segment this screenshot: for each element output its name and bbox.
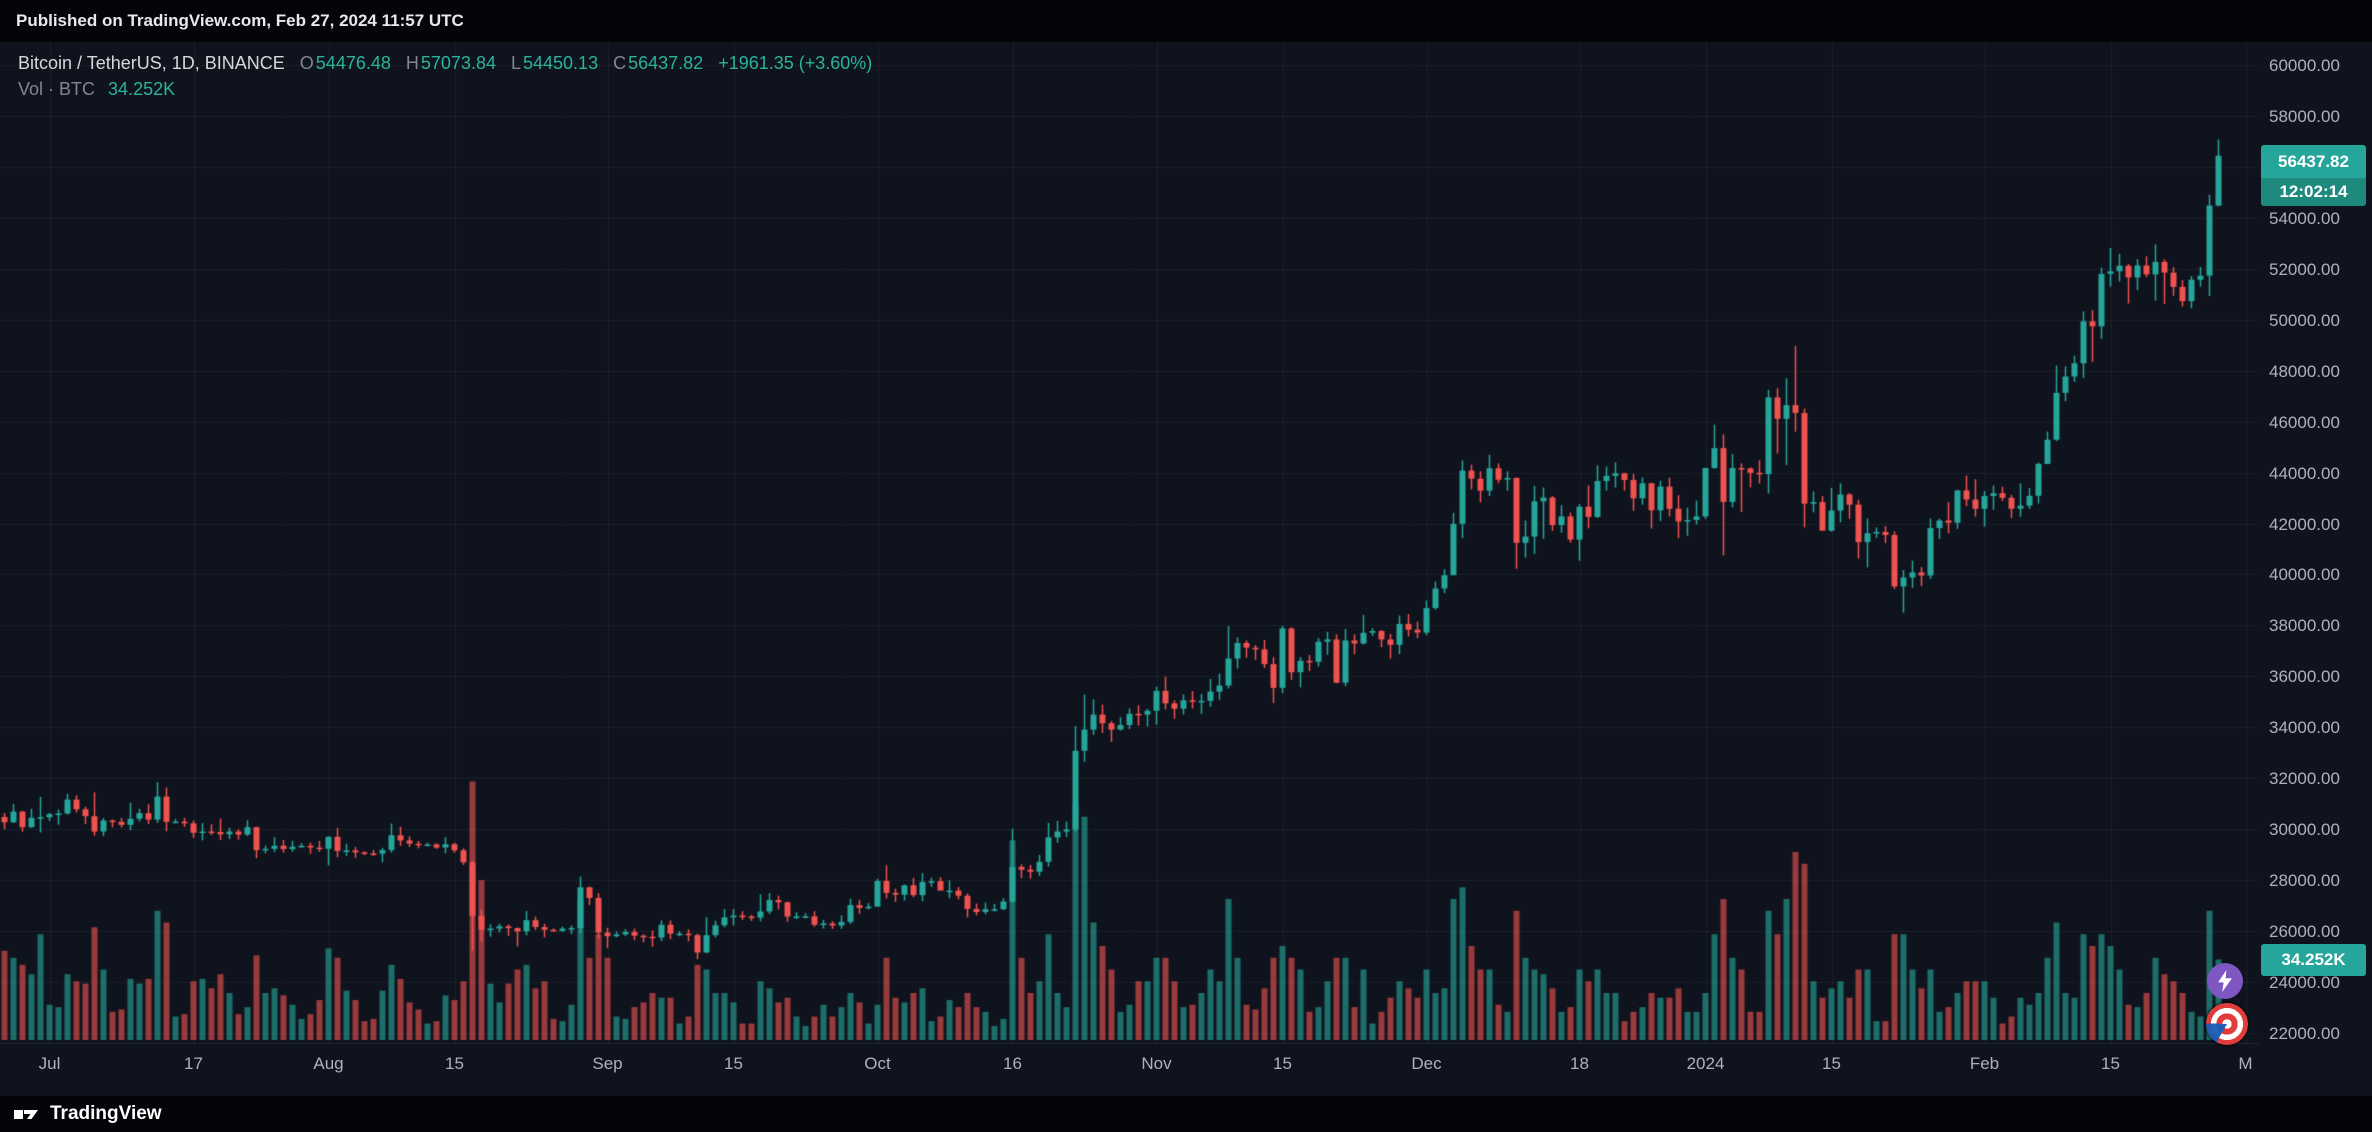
time-tick: Feb — [1969, 1054, 2000, 1073]
price-tick: 52000.00 — [2269, 259, 2340, 279]
candlestick-chart[interactable] — [0, 42, 2259, 1044]
high-label: H — [405, 53, 419, 73]
price-tick: 46000.00 — [2269, 412, 2340, 432]
brand-name[interactable]: TradingView — [50, 1103, 162, 1124]
open-label: O — [299, 53, 314, 73]
price-tick: 34000.00 — [2269, 718, 2340, 738]
low-value: 54450.13 — [523, 53, 599, 73]
volume-badge: 34.252K — [2261, 943, 2366, 976]
price-tick: 60000.00 — [2269, 56, 2340, 75]
time-tick: 15 — [445, 1054, 464, 1073]
price-tick: 44000.00 — [2269, 463, 2340, 483]
chart-area: Bitcoin / TetherUS, 1D, BINANCE O 54476.4… — [0, 42, 2372, 1096]
price-tick: 38000.00 — [2269, 616, 2340, 636]
time-tick: 15 — [724, 1054, 743, 1073]
time-tick: 15 — [2101, 1054, 2120, 1073]
published-bar: Published on TradingView.com, Feb 27, 20… — [0, 0, 2372, 42]
close-value: 56437.82 — [628, 53, 704, 73]
price-tick: 54000.00 — [2269, 208, 2340, 228]
legend-row-volume: Vol · BTC 34.252K — [18, 76, 872, 102]
time-tick: Jul — [38, 1054, 61, 1073]
time-tick: Dec — [1411, 1054, 1442, 1073]
publisher-avatar-icon[interactable] — [2206, 1003, 2248, 1045]
price-tick: 36000.00 — [2269, 667, 2340, 687]
price-tick: 42000.00 — [2269, 514, 2340, 534]
chart-legend: Bitcoin / TetherUS, 1D, BINANCE O 54476.4… — [18, 50, 872, 102]
symbol-title[interactable]: Bitcoin / TetherUS, 1D, BINANCE — [18, 53, 285, 73]
price-tick: 30000.00 — [2269, 820, 2340, 840]
time-tick: 2024 — [1686, 1054, 1725, 1073]
price-tick: 24000.00 — [2269, 973, 2340, 993]
time-tick: 15 — [1822, 1054, 1841, 1073]
low-label: L — [510, 53, 521, 73]
time-tick: Nov — [1141, 1054, 1172, 1073]
quick-trade-button[interactable] — [2207, 963, 2243, 999]
open-value: 54476.48 — [315, 53, 391, 73]
legend-row-price: Bitcoin / TetherUS, 1D, BINANCE O 54476.4… — [18, 50, 872, 76]
footer-bar: TradingView — [0, 1096, 2372, 1132]
price-tick: 48000.00 — [2269, 361, 2340, 381]
price-tick: 50000.00 — [2269, 310, 2340, 330]
last-price-value: 56437.82 — [2261, 144, 2366, 178]
time-tick: 18 — [1570, 1054, 1589, 1073]
price-tick: 22000.00 — [2269, 1024, 2340, 1043]
lightning-icon — [2218, 970, 2232, 992]
bar-countdown: 12:02:14 — [2261, 177, 2366, 206]
high-value: 57073.84 — [420, 53, 496, 73]
time-tick: Aug — [313, 1054, 344, 1073]
time-tick: 15 — [1273, 1054, 1292, 1073]
time-tick: Sep — [592, 1054, 623, 1073]
tradingview-logo[interactable] — [14, 1102, 42, 1126]
time-tick: Oct — [864, 1054, 891, 1073]
price-axis[interactable]: 56437.82 12:02:14 34.252K 60000.00 58000.… — [2259, 42, 2372, 1044]
time-axis[interactable]: Jul 17 Aug 15 Sep 15 Oct 16 Nov 15 Dec 18 2024 15 Feb 1… — [0, 1044, 2259, 1096]
volume-value: 34.252K — [108, 79, 176, 99]
time-tick: M — [2238, 1054, 2253, 1073]
price-tick: 58000.00 — [2269, 106, 2340, 126]
time-tick: 16 — [1003, 1054, 1022, 1073]
change-value: +1961.35 (+3.60%) — [718, 53, 873, 73]
price-tick: 26000.00 — [2269, 922, 2340, 942]
close-label: C — [613, 53, 627, 73]
volume-label: Vol · BTC — [18, 79, 96, 99]
last-price-badge: 56437.82 12:02:14 — [2261, 144, 2366, 206]
price-tick: 28000.00 — [2269, 871, 2340, 891]
published-text: Published on TradingView.com, Feb 27, 20… — [16, 11, 464, 30]
time-tick: 17 — [184, 1054, 203, 1073]
price-tick: 40000.00 — [2269, 565, 2340, 585]
price-tick: 32000.00 — [2269, 769, 2340, 789]
